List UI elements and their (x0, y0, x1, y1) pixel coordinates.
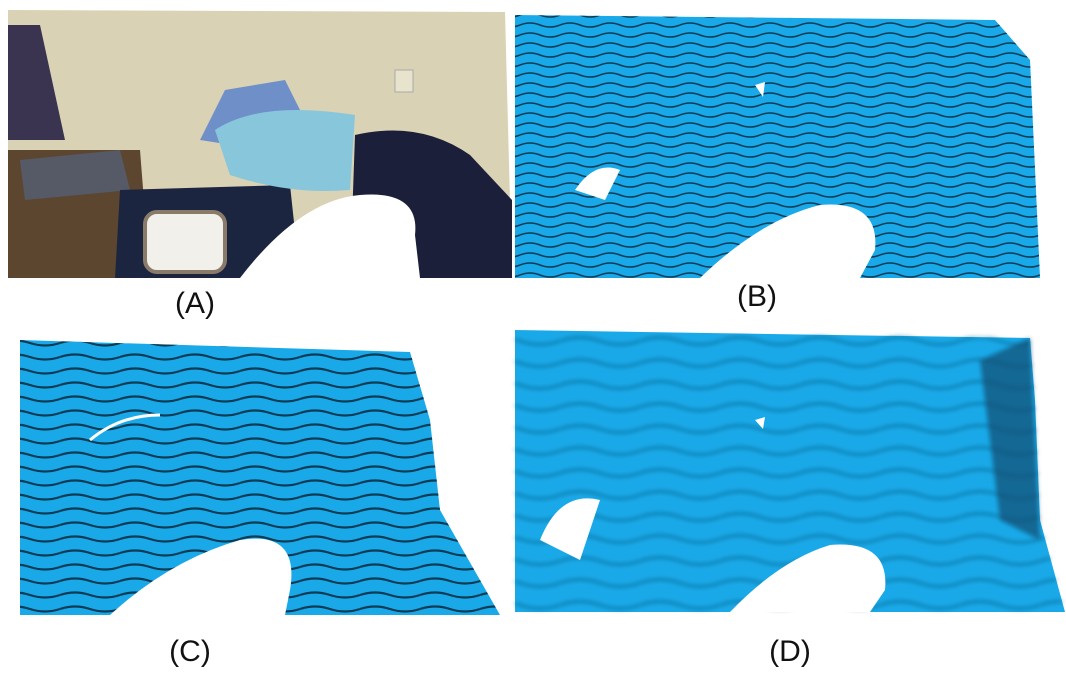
panel-label: (B) (737, 280, 777, 313)
panel-label: (A) (175, 287, 215, 320)
panel-b-image (515, 15, 1040, 278)
panel-d-image (515, 330, 1065, 612)
panel-label: (C) (169, 635, 211, 668)
panel-a-image (8, 10, 512, 278)
figure: (A) (B) (C) (D) (0, 0, 1066, 678)
panel-label: (D) (769, 635, 811, 668)
panel-c-image (20, 340, 500, 615)
